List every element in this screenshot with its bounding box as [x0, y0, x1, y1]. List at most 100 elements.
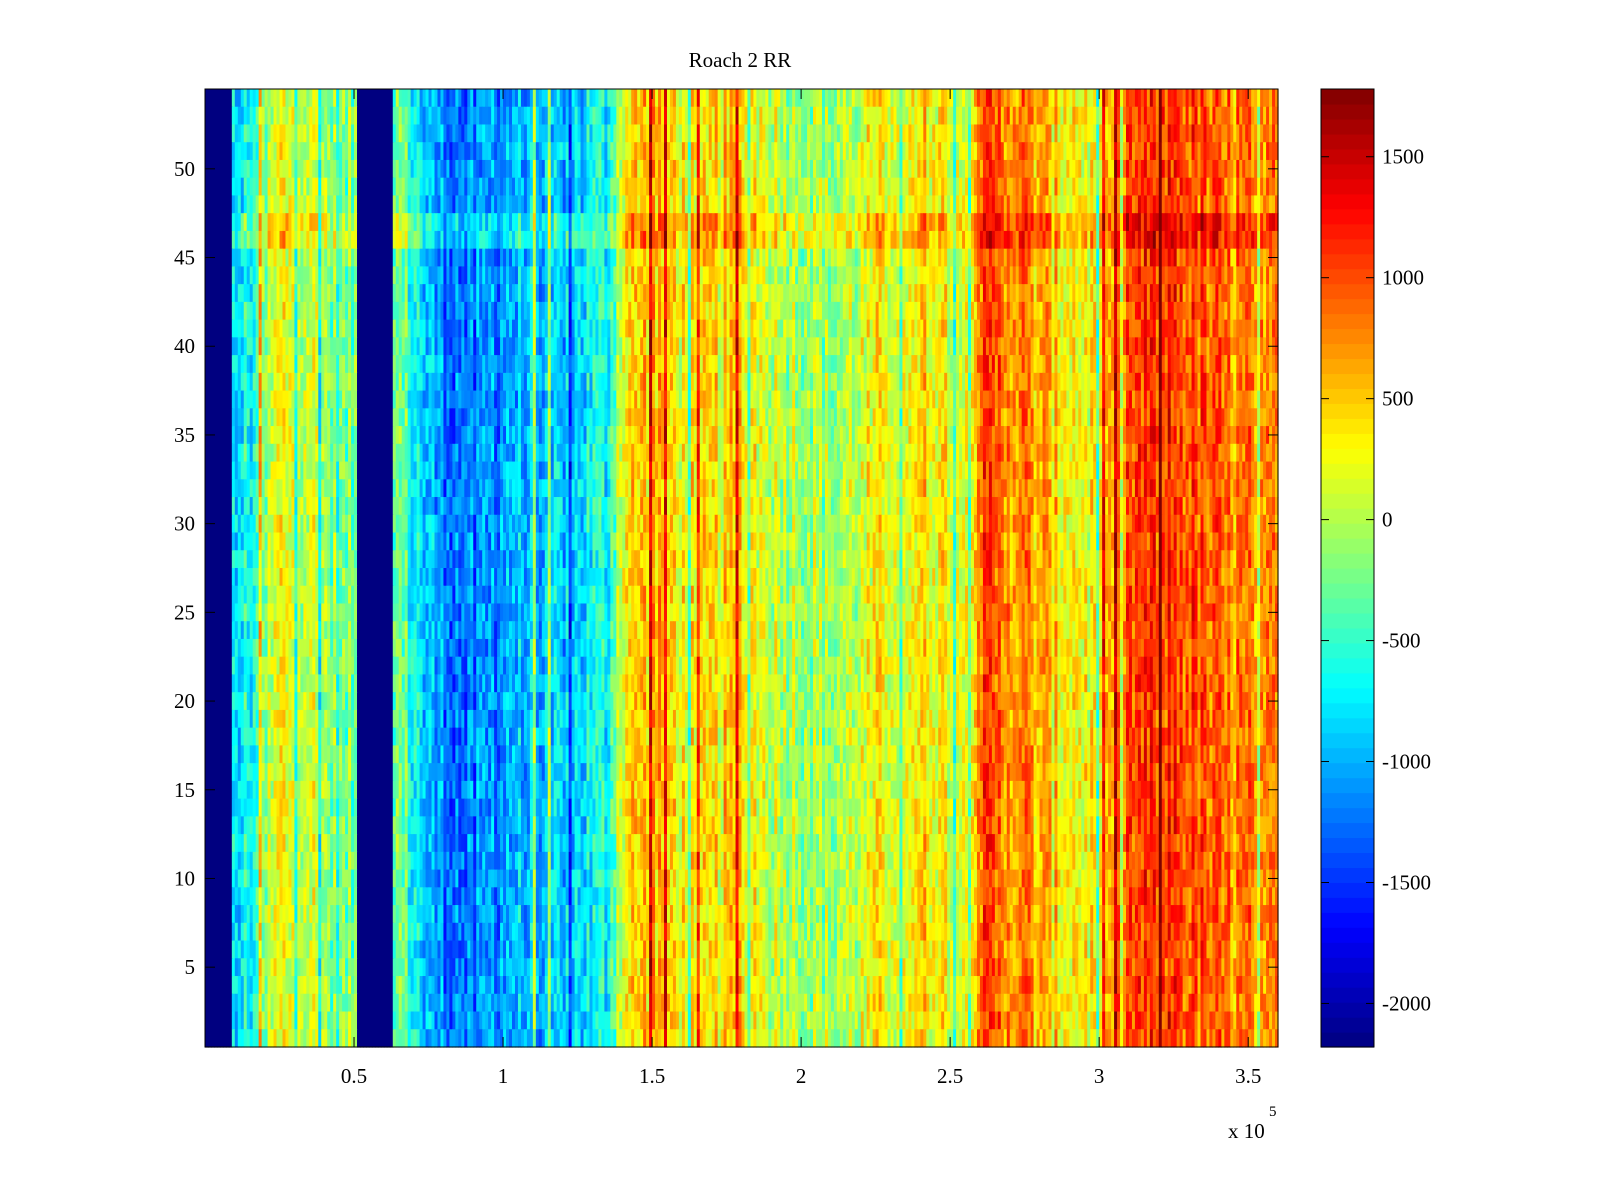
heatmap-cell — [583, 106, 588, 126]
heatmap-cell — [1018, 213, 1023, 232]
heatmap-cell — [738, 142, 743, 161]
heatmap-cell — [842, 106, 847, 126]
heatmap-cell — [467, 195, 471, 214]
heatmap-cell — [318, 230, 322, 250]
heatmap-cell — [1233, 213, 1237, 232]
heatmap-cell — [1206, 195, 1211, 214]
heatmap-cell — [780, 213, 784, 232]
heatmap-cell — [410, 248, 415, 268]
heatmap-cell — [702, 213, 707, 232]
heatmap-cell — [497, 124, 501, 143]
heatmap-cell — [491, 106, 495, 126]
heatmap-cell — [1182, 195, 1187, 214]
heatmap-cell — [634, 89, 638, 108]
heatmap-cell — [1096, 213, 1100, 232]
heatmap-cell — [550, 106, 555, 126]
heatmap-cell — [437, 142, 442, 161]
heatmap-cell — [869, 106, 874, 126]
heatmap-cell — [413, 106, 418, 126]
heatmap-cell — [234, 230, 239, 250]
heatmap-cell — [1269, 142, 1273, 161]
heatmap-cell — [351, 142, 355, 161]
heatmap-cell — [225, 124, 230, 143]
heatmap-cell — [1182, 106, 1187, 126]
heatmap-cell — [351, 230, 355, 250]
heatmap-cell — [1024, 195, 1029, 214]
heatmap-cell — [1140, 213, 1145, 232]
heatmap-cell — [911, 142, 915, 161]
heatmap-cell — [863, 142, 868, 161]
heatmap-cell — [1173, 213, 1178, 232]
heatmap-cell — [428, 248, 433, 268]
heatmap-cell — [237, 89, 242, 108]
heatmap-cell — [568, 142, 573, 161]
heatmap-cell — [1146, 195, 1151, 214]
heatmap-cell — [243, 248, 248, 268]
heatmap-cell — [821, 159, 826, 179]
heatmap-cell — [1093, 230, 1097, 250]
heatmap-cell — [318, 195, 322, 214]
heatmap-cell — [309, 89, 313, 108]
heatmap-cell — [664, 213, 668, 232]
heatmap-cell — [950, 213, 954, 232]
heatmap-cell — [1152, 177, 1157, 197]
heatmap-cell — [863, 213, 868, 232]
heatmap-cell — [458, 230, 462, 250]
heatmap-cell — [1182, 89, 1187, 108]
heatmap-cell — [601, 142, 605, 161]
heatmap-cell — [488, 142, 492, 161]
heatmap-cell — [824, 89, 829, 108]
heatmap-cell — [821, 177, 826, 197]
heatmap-cell — [207, 89, 212, 108]
heatmap-cell — [726, 89, 731, 108]
heatmap-cell — [693, 142, 698, 161]
heatmap-cell — [306, 106, 310, 126]
heatmap-cell — [1152, 230, 1157, 250]
heatmap-cell — [1021, 142, 1026, 161]
heatmap-cell — [324, 213, 328, 232]
heatmap-cell — [988, 195, 993, 214]
heatmap-cell — [899, 195, 904, 214]
heatmap-cell — [333, 213, 337, 232]
heatmap-cell — [747, 106, 752, 126]
heatmap-cell — [965, 124, 969, 143]
heatmap-cell — [947, 159, 951, 179]
heatmap-cell — [1164, 124, 1169, 143]
heatmap-cell — [944, 159, 948, 179]
heatmap-cell — [339, 124, 343, 143]
heatmap-cell — [777, 89, 781, 108]
heatmap-cell — [1137, 124, 1142, 143]
heatmap-cell — [604, 124, 608, 143]
heatmap-cell — [365, 177, 370, 197]
heatmap-cell — [494, 248, 498, 268]
heatmap-cell — [249, 124, 254, 143]
heatmap-cell — [520, 230, 525, 250]
heatmap-cell — [1030, 213, 1035, 232]
heatmap-cell — [532, 89, 537, 108]
heatmap-cell — [228, 124, 233, 143]
heatmap-cell — [541, 106, 546, 126]
heatmap-cell — [458, 106, 462, 126]
heatmap-cell — [893, 106, 898, 126]
heatmap-cell — [890, 142, 895, 161]
heatmap-cell — [637, 213, 641, 232]
heatmap-cell — [598, 213, 603, 232]
heatmap-cell — [1000, 213, 1005, 232]
heatmap-cell — [1057, 124, 1062, 143]
heatmap-cell — [497, 177, 501, 197]
heatmap-cell — [503, 124, 507, 143]
heatmap-cell — [1218, 142, 1222, 161]
heatmap-cell — [944, 213, 948, 232]
heatmap-cell — [1191, 106, 1196, 126]
heatmap-cell — [520, 124, 525, 143]
heatmap-cell — [434, 124, 439, 143]
heatmap-cell — [1066, 230, 1070, 250]
heatmap-cell — [279, 89, 284, 108]
heatmap-cell — [631, 106, 635, 126]
heatmap-cell — [1167, 124, 1172, 143]
heatmap-cell — [297, 159, 301, 179]
heatmap-cell — [705, 177, 710, 197]
heatmap-cell — [884, 213, 889, 232]
heatmap-cell — [1030, 106, 1035, 126]
heatmap-cell — [687, 106, 692, 126]
